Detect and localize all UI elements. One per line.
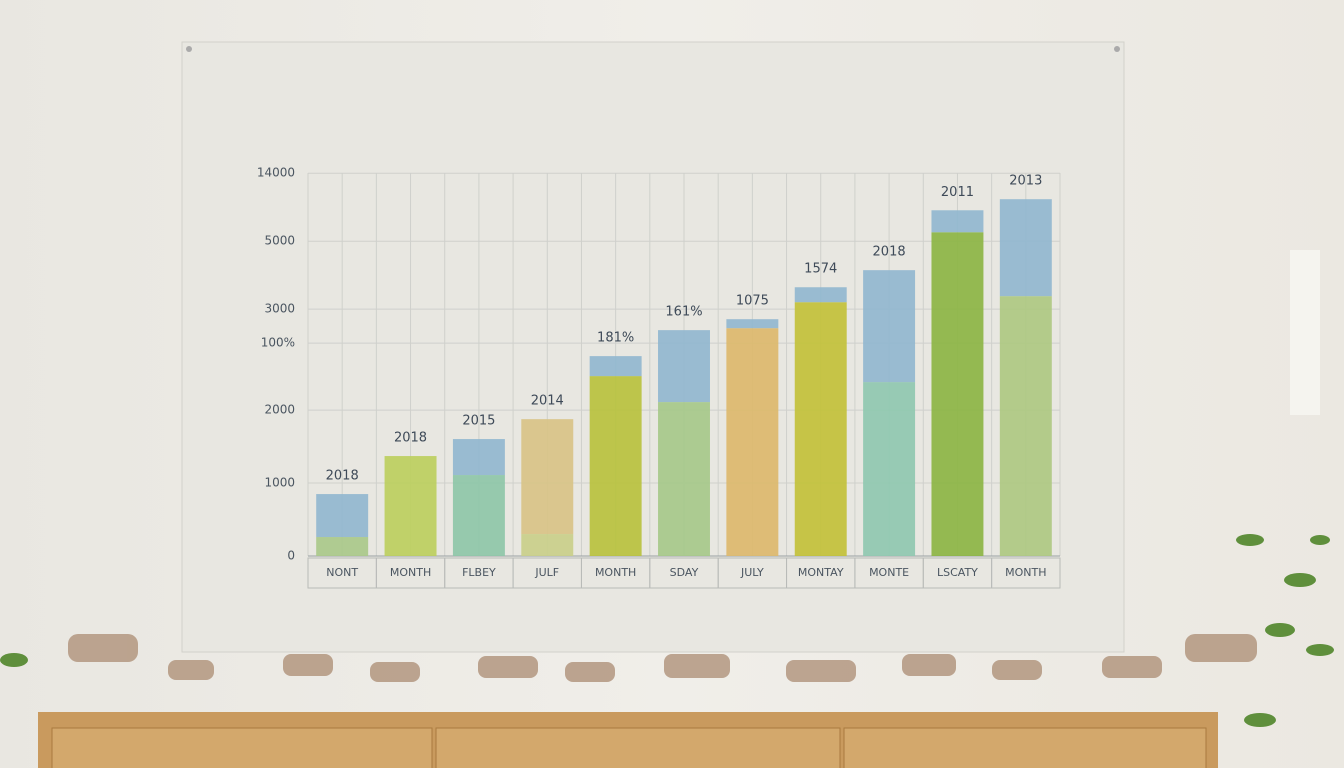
plant (0, 534, 1334, 727)
bar-segment (863, 270, 916, 383)
y-tick-label: 2000 (264, 403, 295, 417)
bar-label: 2015 (462, 414, 495, 429)
bar-segment (658, 330, 710, 403)
light-patch (1290, 250, 1320, 415)
drawer (843, 727, 1207, 768)
bar-segment (794, 287, 847, 303)
bar-segment (931, 210, 984, 233)
x-tick-label: MONTH (1005, 566, 1046, 579)
x-tick-label: MONTH (595, 566, 636, 579)
x-tick-label: MONTH (390, 566, 431, 579)
bar-label: 181% (597, 331, 634, 346)
bar-segment (316, 494, 369, 538)
x-tick-label: SDAY (670, 566, 699, 579)
bar-segment (999, 199, 1052, 297)
drawer (51, 727, 433, 768)
y-tick-label: 3000 (264, 302, 295, 316)
x-tick-label: NONT (326, 566, 358, 579)
y-tick-label: 14000 (257, 166, 295, 180)
x-tick-label: JULY (740, 566, 764, 579)
bar-segment (999, 296, 1052, 556)
bar-label: 2013 (1009, 174, 1042, 189)
bar-segment (931, 232, 984, 556)
bar-segment (726, 319, 779, 329)
bar-segment (521, 419, 574, 535)
x-tick-label: LSCATY (937, 566, 978, 579)
bar-label: 2018 (326, 469, 359, 484)
chart: 0 1000 2000 100% 3000 5000 14000 2018 NONT 2018 MO… (257, 166, 1061, 589)
bar-label: 161% (665, 305, 702, 320)
bar-label: 2018 (873, 245, 906, 260)
bar-label: 1574 (804, 262, 837, 277)
bar-segment (316, 537, 369, 556)
bar-segment (589, 376, 642, 556)
bar-segment (794, 302, 847, 556)
bar-segment (863, 382, 916, 556)
drawer (435, 727, 841, 768)
bar-label: 2014 (531, 394, 564, 409)
bar-segment (589, 356, 642, 377)
bar-segment (384, 456, 437, 556)
bar-label: 2018 (394, 431, 427, 446)
bar-segment (658, 402, 710, 556)
x-tick-label: MONTE (869, 566, 909, 579)
x-cell (991, 557, 1061, 589)
bar-segment (726, 328, 779, 556)
y-tick-label: 1000 (264, 476, 295, 490)
x-tick-label: FLBEY (462, 566, 496, 579)
bar-label: 2011 (941, 185, 974, 200)
y-tick-label: 0 (287, 549, 295, 563)
bar-segment (521, 534, 574, 556)
x-tick-label: JULF (534, 566, 559, 579)
y-tick-label: 5000 (264, 234, 295, 248)
bar-segment (452, 475, 505, 556)
bar-segment (452, 439, 505, 476)
x-tick-label: MONTAY (798, 566, 844, 579)
animal-border (68, 634, 1257, 682)
y-tick-label: 100% (261, 336, 295, 350)
bar-label: 1075 (736, 294, 769, 309)
pin (186, 46, 192, 52)
pin (1114, 46, 1120, 52)
